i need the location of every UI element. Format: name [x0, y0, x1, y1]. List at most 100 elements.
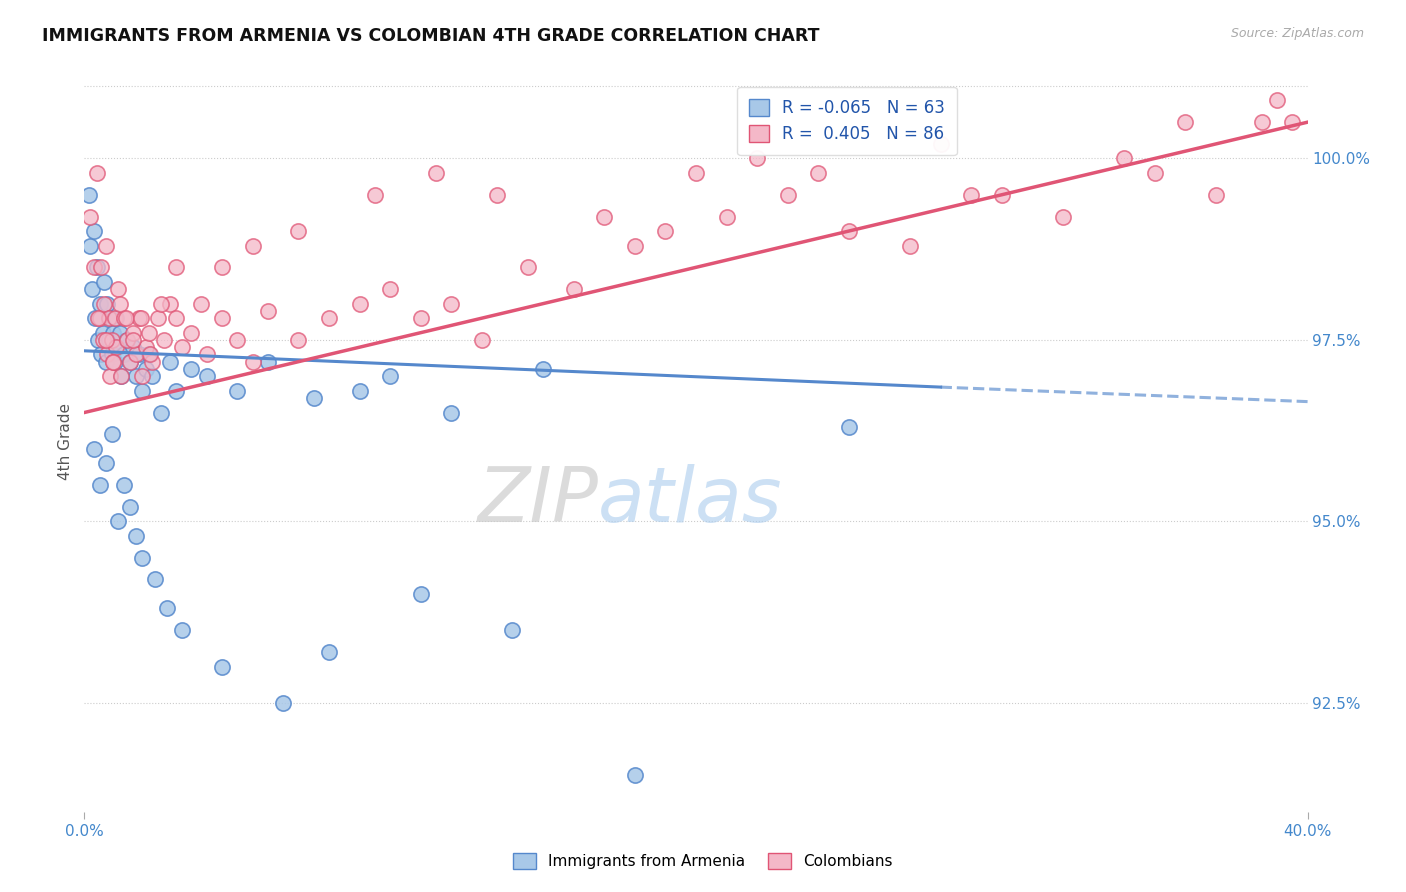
Point — [89, 296, 111, 310]
Point — [318, 645, 340, 659]
Point — [97, 333, 120, 347]
Point — [94, 333, 117, 347]
Point — [115, 333, 138, 347]
Point — [104, 354, 127, 368]
Point — [135, 362, 157, 376]
Point — [139, 347, 162, 361]
Point — [165, 384, 187, 398]
Point — [89, 478, 111, 492]
Point — [93, 296, 115, 310]
Text: ZIP: ZIP — [477, 464, 598, 538]
Point — [107, 515, 129, 529]
Point — [91, 333, 114, 347]
Point — [87, 333, 110, 347]
Point — [624, 238, 647, 252]
Point — [131, 550, 153, 565]
Point — [898, 238, 921, 252]
Point — [141, 369, 163, 384]
Point — [104, 311, 127, 326]
Point — [159, 354, 181, 368]
Point — [94, 238, 117, 252]
Point — [318, 311, 340, 326]
Point — [125, 347, 148, 361]
Point — [125, 369, 148, 384]
Legend: Immigrants from Armenia, Colombians: Immigrants from Armenia, Colombians — [508, 847, 898, 875]
Point — [97, 311, 120, 326]
Point — [112, 311, 135, 326]
Point — [120, 500, 142, 514]
Point — [807, 166, 830, 180]
Point — [409, 311, 432, 326]
Point — [105, 311, 128, 326]
Point — [960, 187, 983, 202]
Point — [108, 326, 131, 340]
Point — [129, 311, 152, 326]
Point — [103, 354, 125, 368]
Point — [271, 696, 294, 710]
Point — [80, 282, 103, 296]
Point — [89, 311, 111, 326]
Point — [153, 333, 176, 347]
Point — [1281, 115, 1303, 129]
Text: Source: ZipAtlas.com: Source: ZipAtlas.com — [1230, 27, 1364, 40]
Point — [91, 326, 114, 340]
Point — [165, 260, 187, 275]
Point — [776, 187, 799, 202]
Point — [516, 260, 538, 275]
Point — [624, 768, 647, 782]
Point — [112, 347, 135, 361]
Point — [1250, 115, 1272, 129]
Point — [94, 456, 117, 470]
Point — [471, 333, 494, 347]
Point — [257, 304, 280, 318]
Point — [110, 369, 132, 384]
Point — [654, 224, 676, 238]
Point — [838, 224, 860, 238]
Point — [159, 296, 181, 310]
Point — [83, 260, 105, 275]
Point — [1174, 115, 1197, 129]
Point — [172, 624, 194, 638]
Point — [122, 333, 145, 347]
Point — [90, 260, 112, 275]
Point — [180, 326, 202, 340]
Point — [593, 210, 616, 224]
Point — [364, 187, 387, 202]
Point — [79, 238, 101, 252]
Point — [149, 405, 172, 419]
Y-axis label: 4th Grade: 4th Grade — [58, 403, 73, 480]
Point — [1205, 187, 1227, 202]
Point — [242, 354, 264, 368]
Point — [211, 311, 233, 326]
Point — [211, 260, 233, 275]
Point — [122, 326, 145, 340]
Point — [120, 354, 142, 368]
Point — [131, 384, 153, 398]
Legend: R = -0.065   N = 63, R =  0.405   N = 86: R = -0.065 N = 63, R = 0.405 N = 86 — [737, 87, 956, 155]
Point — [141, 354, 163, 368]
Point — [180, 362, 202, 376]
Point — [98, 311, 121, 326]
Point — [143, 573, 166, 587]
Point — [380, 369, 402, 384]
Point — [103, 326, 125, 340]
Point — [149, 296, 172, 310]
Point — [105, 340, 128, 354]
Point — [1265, 94, 1288, 108]
Point — [440, 405, 463, 419]
Point — [112, 478, 135, 492]
Point — [101, 333, 124, 347]
Point — [486, 187, 509, 202]
Point — [190, 296, 212, 310]
Point — [502, 624, 524, 638]
Text: atlas: atlas — [598, 464, 783, 538]
Point — [128, 347, 150, 361]
Point — [101, 427, 124, 442]
Point — [96, 347, 118, 361]
Point — [685, 166, 707, 180]
Point — [1114, 152, 1136, 166]
Point — [135, 340, 157, 354]
Point — [165, 311, 187, 326]
Point — [96, 296, 118, 310]
Point — [929, 136, 952, 151]
